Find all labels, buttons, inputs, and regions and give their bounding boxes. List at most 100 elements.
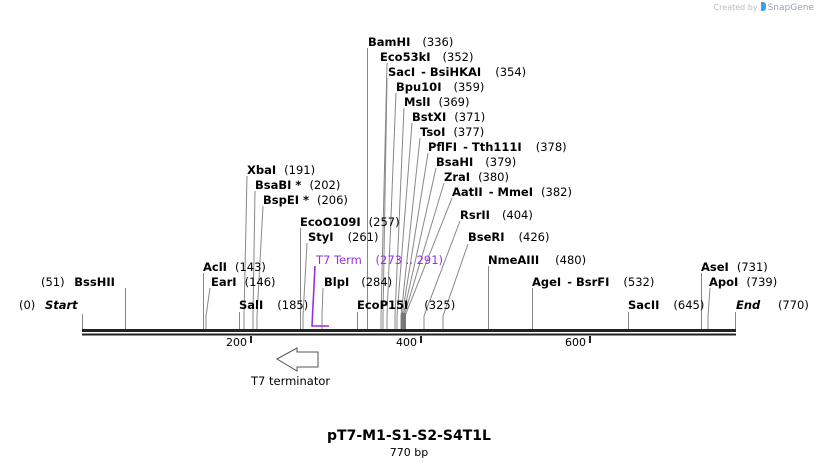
site-pflfi-tth111i[interactable]: PflFI - Tth111I (378) bbox=[428, 140, 567, 154]
site-pos: (261) bbox=[347, 230, 379, 244]
site-ecoo109i[interactable]: EcoO109I (257) bbox=[300, 215, 400, 229]
site-name: TsoI bbox=[420, 125, 446, 139]
site-pos: (480) bbox=[555, 253, 587, 267]
site-name: AatII bbox=[452, 185, 483, 199]
site-pos: (191) bbox=[284, 163, 316, 177]
site-pos: (377) bbox=[453, 125, 485, 139]
site-pos: (371) bbox=[454, 110, 486, 124]
site-pos: (354) bbox=[495, 65, 527, 79]
styi-line bbox=[302, 242, 308, 329]
site-name: AgeI bbox=[532, 275, 562, 289]
site-pos: (379) bbox=[485, 155, 517, 169]
site-cluster bbox=[401, 313, 406, 329]
site-pos: (185) bbox=[277, 298, 309, 312]
site-name: SacII bbox=[628, 298, 660, 312]
site-acli[interactable]: AclI (143) bbox=[203, 260, 266, 274]
construct-name: pT7-M1-S1-S2-S4T1L bbox=[327, 428, 491, 444]
site-name: StyI bbox=[308, 230, 334, 244]
site-eari[interactable]: EarI (146) bbox=[211, 275, 276, 289]
site-pos: (257) bbox=[368, 215, 400, 229]
site-pos: (325) bbox=[424, 298, 456, 312]
eari-line bbox=[205, 287, 211, 329]
site-alt-name: BsiHKAI bbox=[429, 65, 482, 79]
site-aatii-mmei[interactable]: AatII - MmeI (382) bbox=[452, 185, 572, 199]
msli-line bbox=[394, 107, 405, 329]
site-name: BssHII bbox=[74, 275, 115, 289]
site-tsoi[interactable]: TsoI (377) bbox=[420, 125, 484, 139]
site-name: ApoI bbox=[709, 275, 739, 289]
t7-terminator-arrow-icon[interactable] bbox=[275, 347, 319, 372]
site-saci-bsihkai[interactable]: SacI - BsiHKAI (354) bbox=[388, 65, 527, 79]
t7-term-primer-label[interactable]: T7 Term (273 .. 291) bbox=[316, 253, 443, 267]
start-name: Start bbox=[44, 298, 78, 312]
end-label[interactable]: End (770) bbox=[736, 298, 809, 312]
site-name: RsrII bbox=[460, 208, 490, 222]
end-pos: (770) bbox=[777, 298, 809, 312]
snapgene-logo-icon bbox=[760, 2, 766, 11]
site-styi[interactable]: StyI (261) bbox=[308, 230, 379, 244]
primer-name: T7 Term bbox=[316, 253, 362, 267]
site-xbai[interactable]: XbaI (191) bbox=[247, 163, 315, 177]
site-name: BsaHI bbox=[436, 155, 474, 169]
site-rsrii[interactable]: RsrII (404) bbox=[460, 208, 533, 222]
site-name: BseRI bbox=[468, 230, 505, 244]
site-pos: (739) bbox=[746, 275, 778, 289]
tick-label-400: 400 bbox=[396, 336, 417, 349]
site-sacii[interactable]: SacII (645) bbox=[628, 298, 704, 312]
bsabi-line bbox=[252, 190, 256, 329]
site-pos: (51) bbox=[41, 275, 65, 289]
bpu10i-line bbox=[386, 92, 397, 329]
site-eco53ki[interactable]: Eco53kI (352) bbox=[380, 50, 473, 64]
site-blpi[interactable]: BlpI (284) bbox=[324, 275, 392, 289]
start-pos: (0) bbox=[19, 298, 36, 312]
site-name: PflFI bbox=[428, 140, 458, 154]
axis-ticks bbox=[250, 336, 591, 343]
tick-label-600: 600 bbox=[565, 336, 586, 349]
site-bamhi[interactable]: BamHI (336) bbox=[368, 35, 453, 49]
sequence-bar-top bbox=[82, 329, 736, 332]
credit-prefix: Created by bbox=[713, 3, 758, 12]
site-pos: (352) bbox=[442, 50, 474, 64]
site-alt-name: Tth111I bbox=[471, 140, 522, 154]
site-nmeaiii[interactable]: NmeAIII (480) bbox=[488, 253, 586, 267]
site-bsshii[interactable]: (51) BssHII bbox=[41, 275, 115, 289]
site-pos: (369) bbox=[438, 95, 470, 109]
site-msli[interactable]: MslI (369) bbox=[404, 95, 469, 109]
primer-range: (273 .. 291) bbox=[375, 253, 444, 267]
site-pos: (359) bbox=[453, 80, 485, 94]
site-pos: (645) bbox=[673, 298, 705, 312]
site-name: MslI bbox=[404, 95, 431, 109]
site-pos: (380) bbox=[478, 170, 509, 184]
end-name: End bbox=[736, 298, 761, 312]
start-label[interactable]: (0) Start bbox=[19, 298, 78, 312]
site-bstxi[interactable]: BstXI (371) bbox=[412, 110, 485, 124]
site-alt-name: MmeI bbox=[497, 185, 534, 199]
site-ecop15i[interactable]: EcoP15I (325) bbox=[357, 298, 455, 312]
site-bsahi[interactable]: BsaHI (379) bbox=[436, 155, 516, 169]
site-name: XbaI bbox=[247, 163, 277, 177]
eco53ki-line bbox=[380, 62, 388, 329]
site-zrai[interactable]: ZraI (380) bbox=[444, 170, 509, 184]
site-name: BamHI bbox=[368, 35, 411, 49]
site-name: EarI bbox=[211, 275, 237, 289]
xbai-line bbox=[243, 175, 248, 329]
snapgene-credit: Created by SnapGene bbox=[714, 2, 814, 13]
site-apoi[interactable]: ApoI (739) bbox=[709, 275, 777, 289]
tick-label-200: 200 bbox=[226, 336, 247, 349]
site-pos: (426) bbox=[518, 230, 550, 244]
site-bsabi[interactable]: BsaBI * (202) bbox=[255, 178, 340, 192]
site-pos: (532) bbox=[623, 275, 655, 289]
site-bspei[interactable]: BspEI * (206) bbox=[263, 193, 348, 207]
bstxi-line bbox=[396, 122, 413, 329]
site-pos: (336) bbox=[422, 35, 454, 49]
site-agei-bsrfi[interactable]: AgeI - BsrFI (532) bbox=[532, 275, 655, 289]
site-pos: (284) bbox=[361, 275, 393, 289]
site-sali[interactable]: SalI (185) bbox=[239, 298, 308, 312]
site-bseri[interactable]: BseRI (426) bbox=[468, 230, 549, 244]
site-name: AseI bbox=[701, 260, 729, 274]
t7-terminator-label[interactable]: T7 terminator bbox=[251, 374, 331, 388]
site-bpu10i[interactable]: Bpu10I (359) bbox=[396, 80, 484, 94]
site-asei[interactable]: AseI (731) bbox=[701, 260, 768, 274]
rsrii-line bbox=[423, 220, 461, 329]
blpi-line bbox=[321, 287, 324, 329]
